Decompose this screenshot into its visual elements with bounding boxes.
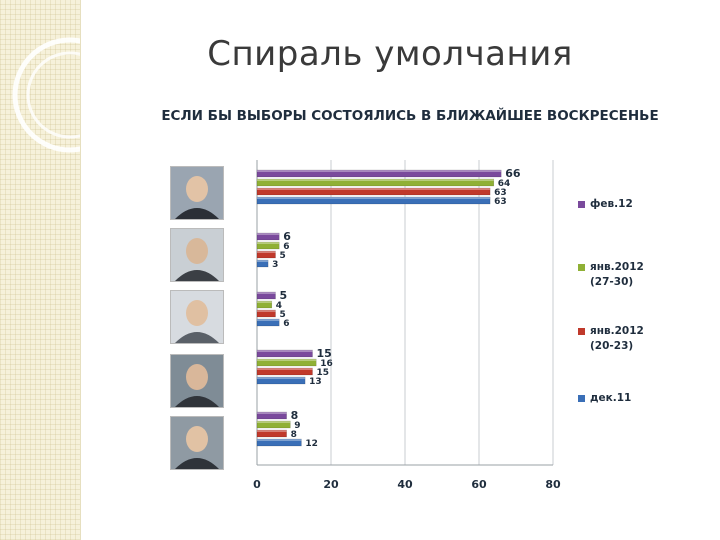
bar-highlight — [257, 197, 491, 199]
bar — [256, 241, 280, 250]
bar-highlight — [257, 251, 276, 253]
data-label: 8 — [291, 430, 297, 440]
bar-highlight — [257, 350, 313, 352]
bar-highlight — [257, 292, 276, 294]
data-label: 5 — [280, 310, 286, 320]
bar — [256, 196, 491, 205]
data-label: 8 — [291, 409, 299, 422]
bar-highlight — [257, 421, 291, 423]
bar-highlight — [257, 170, 502, 172]
bar — [256, 349, 313, 358]
bar-highlight — [257, 233, 280, 235]
bar-highlight — [257, 188, 491, 190]
bar-highlight — [257, 310, 276, 312]
x-tick-label: 20 — [323, 478, 339, 491]
bar — [256, 358, 317, 367]
bar — [256, 309, 276, 318]
bar-highlight — [257, 359, 317, 361]
data-label: 63 — [494, 197, 507, 207]
green-square-icon — [578, 263, 585, 271]
bar — [256, 367, 313, 376]
legend-label: фев.12 — [590, 198, 633, 210]
bar-highlight — [257, 260, 269, 262]
bar — [256, 438, 302, 447]
legend-label: дек.11 — [590, 392, 632, 404]
bar — [256, 169, 502, 178]
data-label: 9 — [294, 421, 300, 431]
legend-sublabel: (20-23) — [590, 340, 634, 352]
bar — [256, 376, 306, 385]
data-label: 13 — [309, 377, 322, 387]
data-label: 6 — [283, 319, 289, 329]
bar — [256, 187, 491, 196]
data-label: 4 — [276, 301, 282, 311]
data-label: 66 — [505, 167, 521, 180]
bar-highlight — [257, 301, 272, 303]
blue-square-icon — [578, 394, 585, 402]
decorative-sidebar — [0, 0, 81, 540]
data-label: 12 — [305, 439, 318, 449]
data-label: 5 — [280, 251, 286, 261]
bar — [256, 250, 276, 259]
bar — [256, 232, 280, 241]
bar-highlight — [257, 242, 280, 244]
candidate-photo-3 — [170, 290, 224, 344]
bar-highlight — [257, 439, 302, 441]
candidate-photo-1 — [170, 166, 224, 220]
bar-highlight — [257, 319, 280, 321]
data-label: 5 — [280, 289, 288, 302]
bar — [256, 291, 276, 300]
data-label: 16 — [320, 359, 333, 369]
data-label: 6 — [283, 242, 289, 252]
bar-highlight — [257, 430, 287, 432]
candidate-photo-4 — [170, 354, 224, 408]
x-tick-label: 60 — [471, 478, 487, 491]
decorative-arcs — [12, 37, 80, 153]
x-tick-label: 0 — [253, 478, 261, 491]
slide-title: Спираль умолчания — [207, 34, 573, 74]
bar — [256, 178, 495, 187]
chart-title: ЕСЛИ БЫ ВЫБОРЫ СОСТОЯЛИСЬ В БЛИЖАЙШЕЕ ВО… — [161, 108, 659, 124]
data-label: 6 — [283, 230, 291, 243]
candidate-photo-2 — [170, 228, 224, 282]
purple-square-icon — [578, 200, 585, 208]
x-tick-label: 40 — [397, 478, 413, 491]
legend-item-3: янв.2012 (20-23) — [578, 324, 644, 354]
bar-highlight — [257, 377, 306, 379]
bar — [256, 259, 269, 268]
x-tick-label: 80 — [545, 478, 561, 491]
red-square-icon — [578, 327, 585, 335]
bar-highlight — [257, 368, 313, 370]
legend-item-2: янв.2012 (27-30) — [578, 260, 644, 290]
candidate-photo-5 — [170, 416, 224, 470]
legend-label: янв.2012 — [590, 325, 644, 337]
data-label: 64 — [498, 179, 511, 189]
data-label: 63 — [494, 188, 507, 198]
legend-sublabel: (27-30) — [590, 276, 634, 288]
bar — [256, 420, 291, 429]
legend-item-1: фев.12 — [578, 197, 633, 212]
bar — [256, 300, 273, 309]
data-label: 15 — [317, 368, 330, 378]
data-label: 15 — [317, 347, 332, 360]
bar — [256, 411, 287, 420]
bar — [256, 318, 280, 327]
legend-item-4: дек.11 — [578, 391, 631, 406]
bar — [256, 429, 287, 438]
legend-label: янв.2012 — [590, 261, 644, 273]
bar-highlight — [257, 412, 287, 414]
data-label: 3 — [272, 260, 278, 270]
bar-highlight — [257, 179, 494, 181]
